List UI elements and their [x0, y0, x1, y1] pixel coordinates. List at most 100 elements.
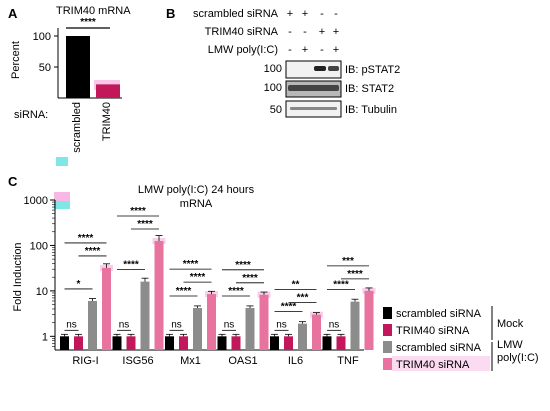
blot-mark: - [320, 8, 324, 20]
bar-il6-series-1 [284, 336, 293, 350]
bar-oas1-series-1 [231, 336, 241, 350]
blot-row-label: scrambled siRNA [193, 8, 279, 20]
blot-mark: - [334, 8, 338, 20]
legend-group-lmw: poly(I:C) [497, 352, 539, 364]
blot-mark: - [320, 44, 324, 56]
bar-rig-i-series-3 [102, 267, 111, 350]
legend-highlight [392, 356, 490, 371]
bar-oas1-series-2 [245, 308, 255, 350]
legend-swatch [383, 307, 392, 319]
bar-rig-i-series-1 [74, 336, 83, 350]
sig-label: ns [171, 319, 182, 330]
panel-c-highlight-cyan [54, 201, 70, 209]
bar-isg56-series-3 [154, 241, 164, 350]
blot-row-label: LMW poly(I:C) [208, 44, 278, 56]
bar-mx1-series-2 [193, 308, 202, 350]
blot-condition-marks: + + - -- - + +- + - + [287, 8, 339, 56]
blot-mark: + [287, 8, 293, 20]
panel-c-category-labels: RIG-I ISG56 Mx1 OAS1 IL6 TNF [72, 355, 359, 367]
legend-label: scrambled siRNA [396, 308, 482, 320]
sig-label: **** [78, 233, 94, 244]
panel-a-y-axis-label: Percent [10, 41, 22, 79]
bar-mx1-series-3 [207, 294, 216, 350]
blot-mark: - [288, 44, 292, 56]
sig-label: ns [119, 319, 130, 330]
sig-label: **** [176, 286, 192, 297]
bar-tnf-series-0 [322, 336, 332, 350]
sig-label: ns [329, 319, 340, 330]
blot-band [314, 66, 326, 71]
panel-c-subtitle: mRNA [180, 198, 213, 210]
bar-rig-i-series-2 [88, 300, 97, 350]
panel-a-highlight-cyan [56, 157, 68, 166]
blot-mark: + [302, 44, 308, 56]
blot-mark: - [288, 26, 292, 38]
panel-label-c: C [8, 174, 18, 189]
blot-mark: + [302, 8, 308, 20]
blot-mw-marker: 100 [264, 82, 282, 94]
bar-il6-series-0 [270, 336, 279, 350]
blot-mark: + [333, 44, 339, 56]
blot-mw-marker: 50 [270, 104, 282, 116]
category-label: ISG56 [122, 355, 153, 367]
sig-label: * [77, 279, 81, 290]
panel-a-title: TRIM40 mRNA [56, 5, 131, 17]
legend-swatch [383, 324, 392, 336]
bar-isg56-series-0 [112, 336, 122, 350]
category-label: TNF [337, 355, 359, 367]
blot-label-stat2: IB: STAT2 [345, 83, 394, 95]
legend-swatch [383, 358, 392, 370]
bar-il6-series-3 [312, 314, 321, 350]
panel-c-bars [60, 235, 376, 350]
sig-label: **** [347, 269, 363, 280]
blot-label-tubulin: IB: Tubulin [345, 104, 397, 116]
legend-label: TRIM40 siRNA [396, 359, 470, 371]
panel-a-tick-label: 100 [33, 31, 51, 43]
sig-label: *** [297, 293, 309, 304]
blot-band [328, 66, 339, 71]
panel-a-category-label: scrambled [71, 102, 83, 153]
blot-strip-pstat2 [285, 60, 342, 79]
sig-label: **** [130, 206, 146, 217]
bar-mx1-series-1 [179, 336, 188, 350]
blot-band [290, 107, 337, 110]
blot-label-pstat2: IB: pSTAT2 [345, 64, 400, 76]
sig-label: ns [276, 319, 287, 330]
bar-tnf-series-3 [364, 290, 374, 350]
category-label: IL6 [288, 355, 303, 367]
bar-isg56-series-2 [140, 281, 150, 350]
panel-a-significance-label: **** [80, 17, 96, 28]
panel-b: B scrambled siRNA TRIM40 siRNA LMW poly(… [166, 6, 400, 118]
panel-c-tick-label: 10 [36, 286, 48, 298]
panel-c-tick-label: 1000 [24, 195, 48, 207]
panel-c-significance: ns*********ns************ns************n… [64, 206, 369, 331]
bar-isg56-series-1 [126, 336, 136, 350]
blot-mw-marker: 100 [264, 63, 282, 75]
blot-mark: + [319, 26, 325, 38]
legend-group-lmw: LMW [497, 339, 523, 351]
legend-swatch [383, 341, 392, 353]
bar-tnf-series-1 [336, 336, 346, 350]
panel-a-category-label: TRIM40 [101, 102, 113, 141]
panel-label-b: B [166, 6, 175, 21]
bar-oas1-series-0 [217, 336, 227, 350]
sig-label: ns [224, 319, 235, 330]
sig-label: **** [228, 286, 244, 297]
blot-mark: - [303, 26, 307, 38]
sig-label: **** [190, 272, 206, 283]
category-label: RIG-I [72, 355, 98, 367]
panel-c-y-axis-label: Fold Induction [12, 242, 24, 311]
sig-label: **** [85, 246, 101, 257]
sig-label: **** [123, 260, 139, 271]
sig-label: **** [281, 302, 297, 313]
sig-label: *** [342, 256, 354, 267]
sig-label: **** [333, 280, 349, 291]
sig-label: **** [235, 260, 251, 271]
legend-group-mock: Mock [497, 318, 524, 330]
panel-c-tick-label: 1 [42, 331, 48, 343]
panel-c-legend: scrambled siRNA TRIM40 siRNA scrambled siR… [383, 307, 490, 371]
legend-label: scrambled siRNA [396, 342, 482, 354]
category-label: OAS1 [228, 355, 257, 367]
panel-c: C LMW poly(I:C) 24 hours mRNA Fold Induc… [8, 174, 539, 371]
sig-label: ** [292, 280, 300, 291]
